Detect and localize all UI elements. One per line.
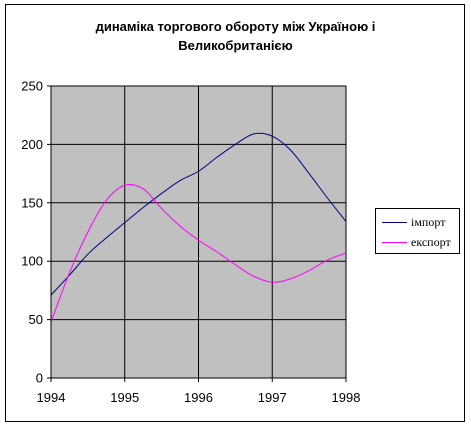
legend-item-export: експорт xyxy=(382,234,458,250)
chart-legend: імпорт експорт xyxy=(375,208,460,254)
legend-label-export: експорт xyxy=(411,235,451,249)
legend-item-import: імпорт xyxy=(382,214,458,230)
y-tick-label: 150 xyxy=(21,195,43,210)
x-tick-label: 1994 xyxy=(37,390,66,405)
series-line-export xyxy=(50,183,347,323)
legend-label-import: імпорт xyxy=(411,215,446,229)
legend-swatch-export xyxy=(382,242,407,243)
y-tick-label: 250 xyxy=(21,79,43,94)
y-tick-label: 0 xyxy=(36,371,43,386)
y-tick-label: 100 xyxy=(21,254,43,269)
x-tick-label: 1995 xyxy=(110,390,139,405)
x-tick-label: 1998 xyxy=(332,390,361,405)
y-tick-label: 200 xyxy=(21,137,43,152)
chart-title: динаміка торгового обороту між Україною … xyxy=(95,19,376,53)
x-tick-label: 1997 xyxy=(258,390,287,405)
series-line-import xyxy=(50,132,347,296)
legend-swatch-import xyxy=(382,222,407,223)
y-tick-label: 50 xyxy=(29,312,43,327)
x-tick-label: 1996 xyxy=(184,390,213,405)
